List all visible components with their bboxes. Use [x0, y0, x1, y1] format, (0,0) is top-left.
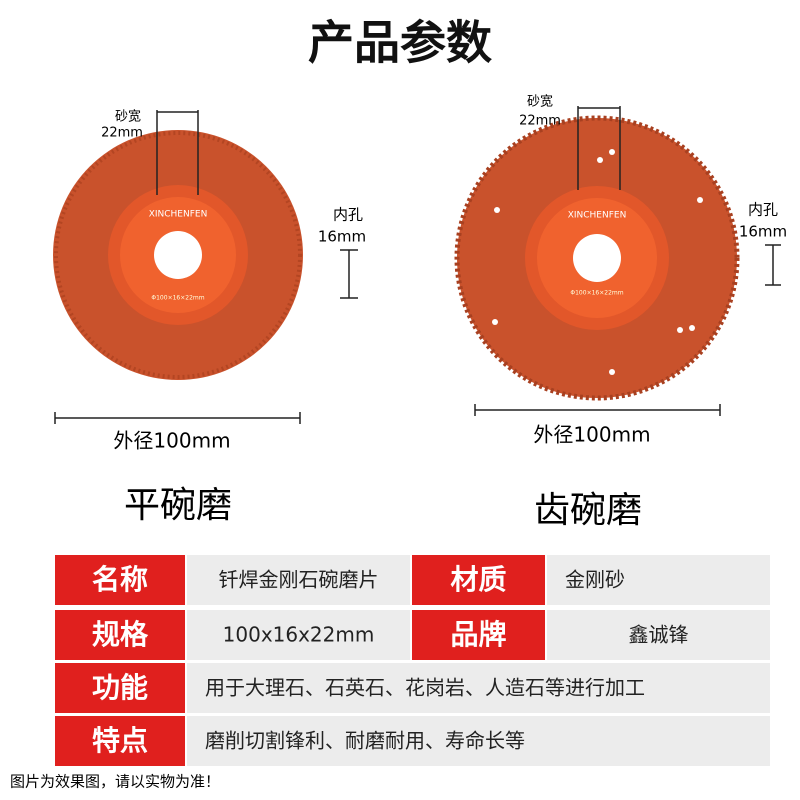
outer-label: 外径100mm — [533, 423, 650, 447]
disc-brand: XINCHENFEN — [149, 210, 208, 220]
label-text: 名称 — [92, 563, 148, 596]
label-cell — [55, 663, 185, 713]
label-cell — [412, 610, 545, 660]
disc-name: 齿碗磨 — [534, 490, 642, 531]
value-cell — [187, 555, 410, 605]
value-text: 100x16x22mm — [223, 623, 375, 647]
label-text: 材质 — [450, 563, 506, 596]
hole-value: 16mm — [739, 223, 787, 241]
width-bracket — [577, 106, 621, 190]
flat-disc: XINCHENFEN Φ100×16×22mm — [53, 130, 303, 380]
value-cell — [547, 555, 770, 605]
label-cell — [412, 555, 545, 605]
title: 产品参数 — [308, 16, 492, 70]
disc-name: 平碗磨 — [124, 485, 232, 526]
hole-bracket — [765, 244, 781, 286]
value-cell — [187, 663, 770, 713]
disc-brand: XINCHENFEN — [568, 211, 627, 221]
disc-spec: Φ100×16×22mm — [570, 290, 623, 297]
width-bracket — [156, 110, 199, 195]
value-cell — [187, 610, 410, 660]
value-text: 钎焊金刚石碗磨片 — [219, 568, 379, 592]
hole-label: 内孔 — [748, 201, 778, 219]
label-text: 品牌 — [450, 618, 506, 651]
label-cell — [55, 716, 185, 766]
outer-label: 外径100mm — [113, 429, 230, 453]
hole-bracket — [340, 249, 358, 299]
width-label: 砂宽 — [115, 109, 141, 125]
width-label: 砂宽 — [527, 94, 553, 110]
disc-spec: Φ100×16×22mm — [151, 295, 204, 302]
footnote: 图片为效果图，请以实物为准！ — [10, 773, 220, 791]
outer-line — [474, 404, 721, 416]
hole-value: 16mm — [318, 228, 366, 246]
label-cell — [55, 610, 185, 660]
toothed-disc: XINCHENFEN Φ100×16×22mm — [454, 115, 740, 401]
value-cell — [187, 716, 770, 766]
width-value: 22mm — [519, 114, 561, 129]
label-text: 规格 — [92, 618, 149, 651]
value-text: 鑫诚锋 — [629, 623, 689, 647]
label-text: 功能 — [92, 671, 148, 704]
value-text: 用于大理石、石英石、花岗岩、人造石等进行加工 — [205, 676, 645, 700]
value-text: 磨削切割锋利、耐磨耐用、寿命长等 — [205, 729, 525, 753]
label-cell — [55, 555, 185, 605]
width-value: 22mm — [101, 126, 143, 141]
value-cell — [547, 610, 770, 660]
outer-line — [54, 412, 301, 424]
hole-label: 内孔 — [333, 206, 363, 224]
label-text: 特点 — [92, 724, 148, 757]
value-text: 金刚砂 — [565, 568, 625, 592]
